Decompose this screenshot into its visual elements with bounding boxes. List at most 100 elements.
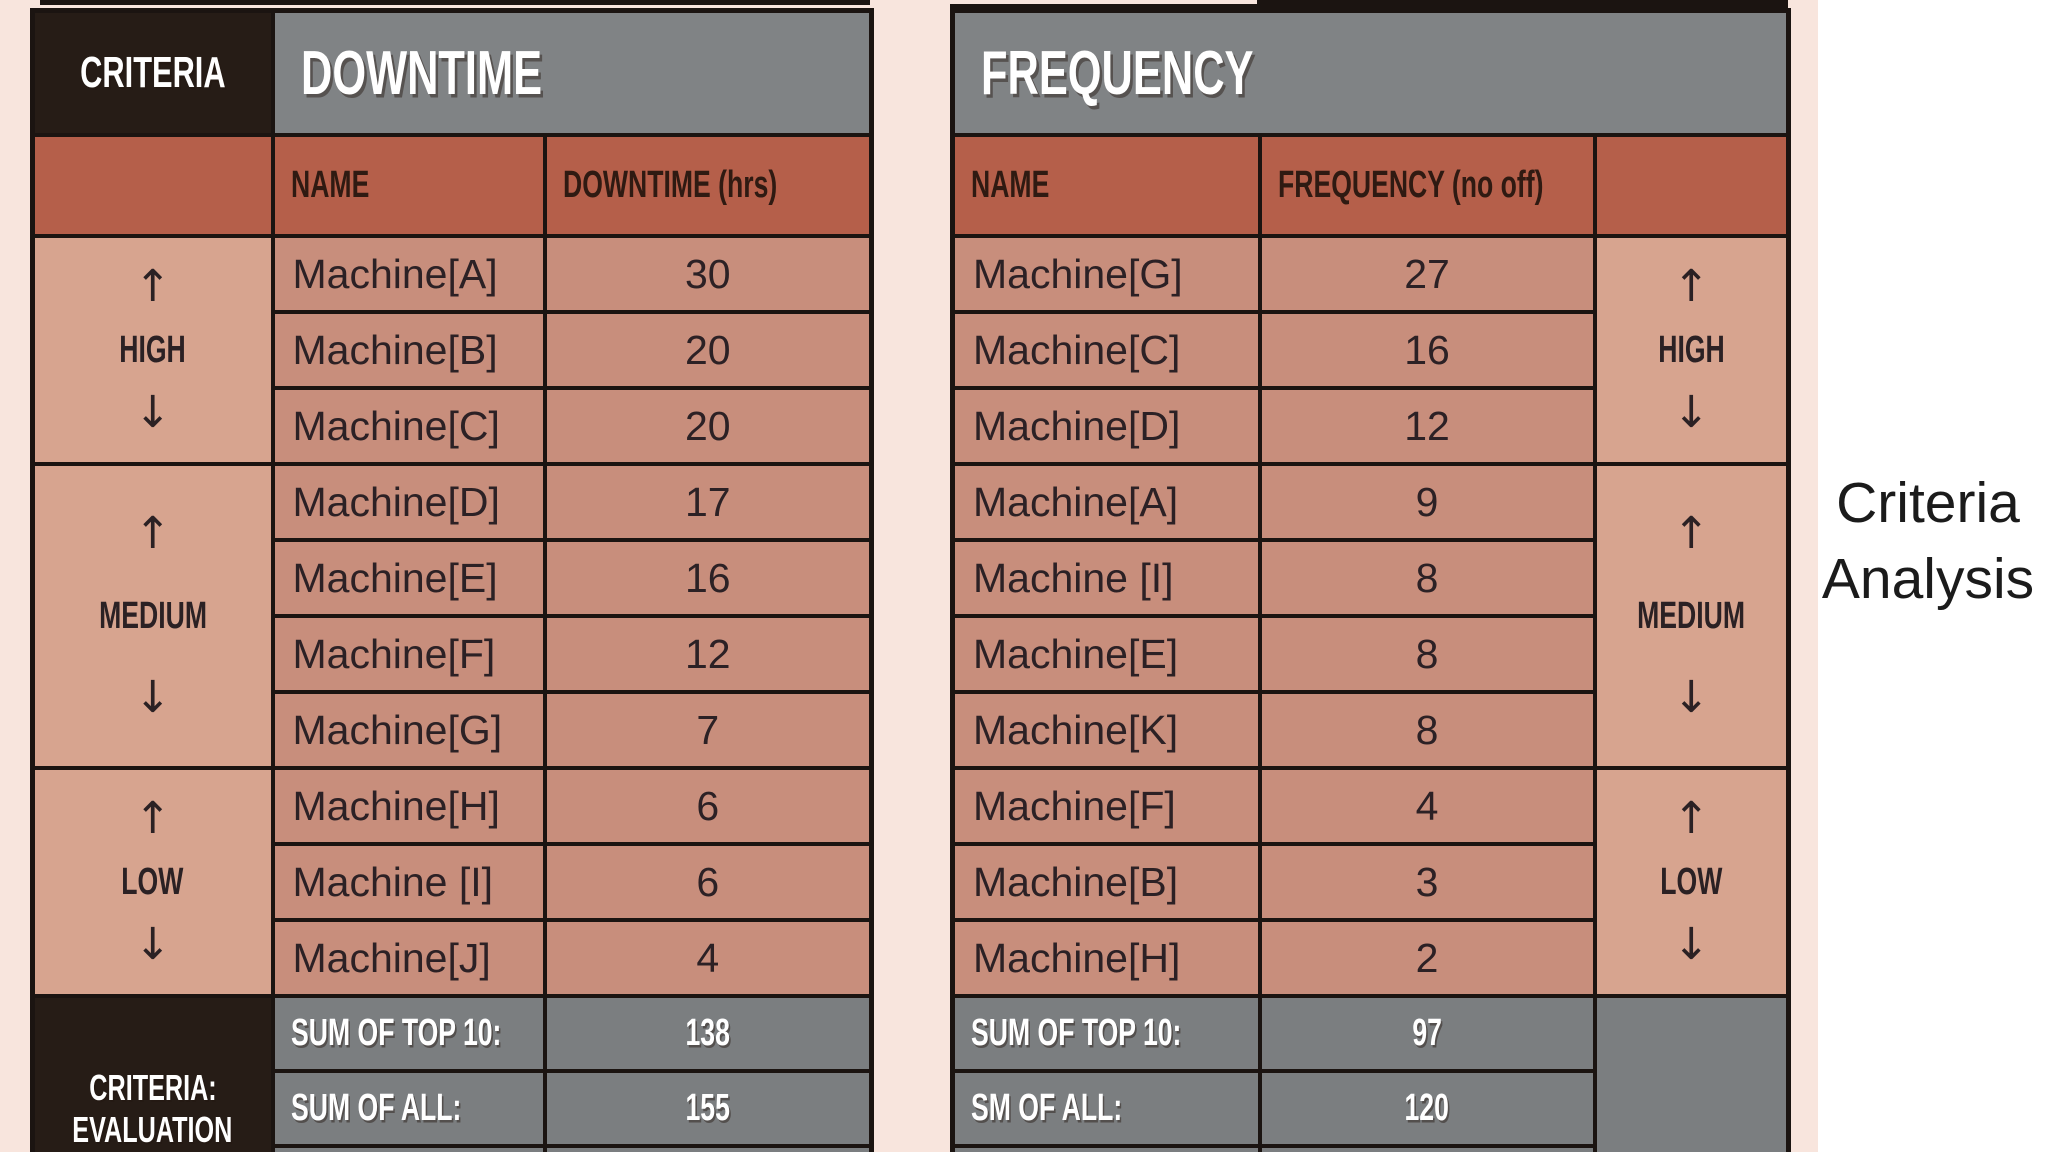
summary-value-cell: 138	[542, 994, 874, 1073]
summary-value-cell: 89%	[542, 1144, 874, 1152]
table-row: SUM OF TOP 10: 97	[950, 994, 1791, 1152]
table-row: Machine[C] 16	[950, 310, 1789, 390]
machine-value-cell: 2	[1257, 918, 1597, 998]
machine-name-cell: Machine[G]	[950, 234, 1262, 314]
top-rule-left	[40, 0, 870, 5]
machine-name-cell: Machine[A]	[270, 234, 547, 314]
machine-name-cell: Machine[D]	[270, 462, 547, 542]
table-row: Machine[E] 8	[950, 614, 1789, 694]
table-row: Machine[G] 7	[33, 690, 874, 770]
evaluation-header-cell: CRITERIA: EVALUATION	[30, 994, 275, 1152]
summary-value-cell: 155	[542, 1069, 874, 1148]
summary-label-cell: PERCENTAGE:	[270, 1144, 547, 1152]
arrow-down-icon: ↓	[1672, 386, 1710, 438]
table-row: Machine[G] 27 ↑ HIGH ↓	[950, 234, 1791, 466]
machine-name-cell: Machine[C]	[950, 310, 1262, 390]
summary-label-cell: SUM OF TOP 10:	[950, 994, 1262, 1073]
table-row: Machine[B] 3	[950, 842, 1789, 922]
machine-name-cell: Machine [I]	[270, 842, 547, 922]
table-row: SUM OF ALL: 155	[33, 1069, 874, 1148]
machine-name-cell: Machine[H]	[270, 766, 547, 846]
machine-name-cell: Machine[B]	[950, 842, 1262, 922]
arrow-up-icon: ↑	[134, 793, 172, 845]
arrow-down-icon: ↓	[134, 671, 172, 723]
machine-name-cell: Machine[D]	[950, 386, 1262, 466]
frequency-title: FREQUENCY	[981, 38, 1254, 108]
machine-value-cell: 27	[1257, 234, 1597, 314]
table-row: Machine [I] 8	[950, 538, 1789, 618]
arrow-down-icon: ↓	[134, 918, 172, 970]
table-row: ↑ LOW ↓ Machine[H] 6	[30, 766, 874, 998]
arrow-up-icon: ↑	[134, 508, 172, 560]
table-row: Machine [I] 6	[33, 842, 874, 922]
table-row: SM OF ALL: 120	[950, 1069, 1789, 1148]
table-row: PERCENTAGE: 89%	[33, 1144, 874, 1152]
arrow-up-icon: ↑	[1672, 261, 1710, 313]
priority-label: MEDIUM	[98, 594, 207, 637]
machine-value-cell: 20	[542, 386, 874, 466]
column-header-value: FREQUENCY (no off)	[1257, 133, 1597, 238]
summary-empty-cell	[1592, 994, 1791, 1152]
arrow-down-icon: ↓	[1672, 671, 1710, 723]
priority-label-cell-low: ↑ LOW ↓	[30, 766, 275, 998]
machine-name-cell: Machine[A]	[950, 462, 1262, 542]
table-row: Machine[F] 4 ↑ LOW ↓	[950, 766, 1791, 998]
machine-value-cell: 16	[1257, 310, 1597, 390]
arrow-down-icon: ↓	[1672, 918, 1710, 970]
arrow-up-icon: ↑	[1672, 793, 1710, 845]
priority-label: HIGH	[1658, 328, 1725, 371]
machine-name-cell: Machine[J]	[270, 918, 547, 998]
machine-value-cell: 8	[1257, 538, 1597, 618]
machine-name-cell: Machine[H]	[950, 918, 1262, 998]
machine-value-cell: 8	[1257, 690, 1597, 770]
priority-label: MEDIUM	[1637, 594, 1746, 637]
machine-value-cell: 20	[542, 310, 874, 390]
machine-value-cell: 12	[542, 614, 874, 694]
evaluation-label-line2: EVALUATION	[72, 1108, 233, 1150]
machine-value-cell: 8	[1257, 614, 1597, 694]
table-row: ↑ HIGH ↓ Machine[A] 30	[30, 234, 874, 466]
machine-name-cell: Machine[B]	[270, 310, 547, 390]
machine-value-cell: 6	[542, 842, 874, 922]
table-row: Machine[K] 8	[950, 690, 1789, 770]
summary-label-cell: SUM OF ALL:	[270, 1069, 547, 1148]
machine-value-cell: 6	[542, 766, 874, 846]
machine-name-cell: Machine[K]	[950, 690, 1262, 770]
evaluation-label-line1: CRITERIA:	[89, 1067, 217, 1109]
priority-label: LOW	[1660, 860, 1723, 903]
priority-label-cell-high: ↑ HIGH ↓	[1592, 234, 1791, 466]
summary-label-cell: PERCENTAGE:	[950, 1144, 1262, 1152]
machine-name-cell: Machine[E]	[950, 614, 1262, 694]
machine-value-cell: 9	[1257, 462, 1597, 542]
machine-value-cell: 7	[542, 690, 874, 770]
summary-label-cell: SM OF ALL:	[950, 1069, 1262, 1148]
machine-value-cell: 16	[542, 538, 874, 618]
column-header-name: NAME	[950, 133, 1262, 238]
machine-value-cell: 12	[1257, 386, 1597, 466]
machine-value-cell: 3	[1257, 842, 1597, 922]
arrow-down-icon: ↓	[134, 386, 172, 438]
side-title-line1: Criteria	[1836, 471, 2020, 535]
side-title: Criteria Analysis	[1808, 466, 2048, 618]
table-row: Machine[F] 12	[33, 614, 874, 694]
priority-label-cell-low: ↑ LOW ↓	[1592, 766, 1791, 998]
table-row: ↑ MEDIUM ↓ Machine[D] 17	[30, 462, 874, 770]
priority-label-cell-medium: ↑ MEDIUM ↓	[30, 462, 275, 770]
criteria-corner-label: CRITERIA	[80, 48, 226, 97]
table-row: Machine[E] 16	[33, 538, 874, 618]
machine-name-cell: Machine[F]	[950, 766, 1262, 846]
machine-value-cell: 17	[542, 462, 874, 542]
table-row: Machine[H] 2	[950, 918, 1789, 998]
machine-value-cell: 4	[1257, 766, 1597, 846]
priority-label: HIGH	[119, 328, 187, 371]
machine-name-cell: Machine[F]	[270, 614, 547, 694]
machine-name-cell: Machine[G]	[270, 690, 547, 770]
column-header-name: NAME	[270, 133, 547, 238]
priority-label-cell-medium: ↑ MEDIUM ↓	[1592, 462, 1791, 770]
summary-value-cell: 81%	[1257, 1144, 1597, 1152]
downtime-title-cell: DOWNTIME	[270, 8, 874, 137]
table-row: CRITERIA: EVALUATION SUM OF TOP 10: 138	[30, 994, 874, 1152]
table-row: Machine[D] 12	[950, 386, 1789, 466]
criteria-corner-cell: CRITERIA	[30, 8, 275, 137]
